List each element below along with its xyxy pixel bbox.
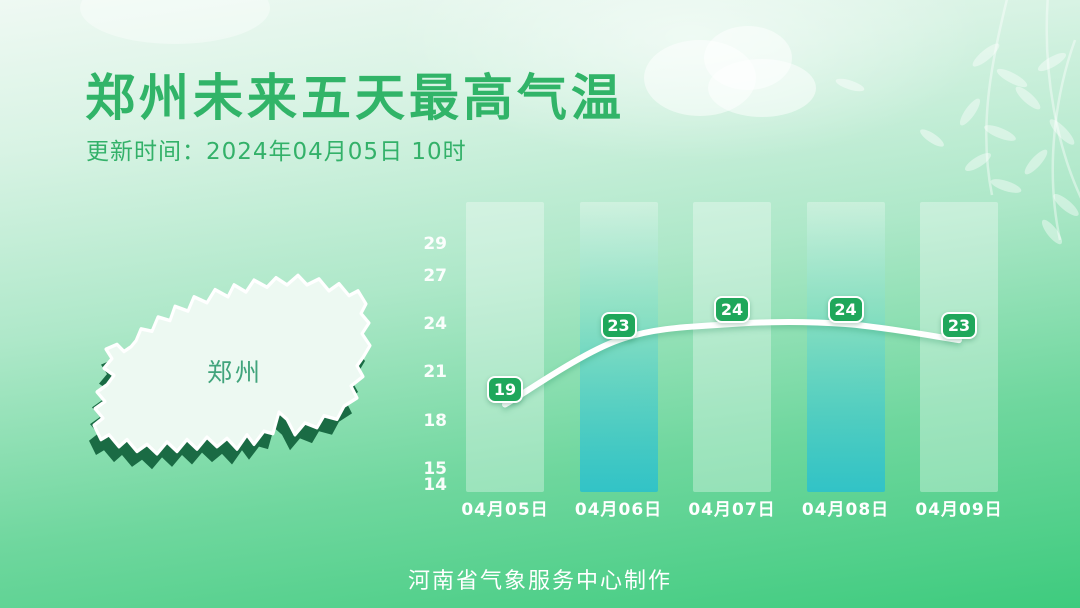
map-city-label: 郑州 — [206, 358, 263, 387]
y-axis-tick: 18 — [423, 410, 447, 431]
temp-bar — [579, 202, 658, 492]
temp-value-badge: 19 — [487, 376, 523, 403]
x-axis-label: 04月06日 — [574, 500, 663, 520]
temp-bar — [693, 202, 771, 492]
y-axis-tick: 24 — [423, 314, 447, 334]
page-title: 郑州未来五天最高气温 — [85, 69, 625, 127]
x-axis-label: 04月05日 — [461, 500, 549, 520]
temp-bar — [466, 202, 544, 492]
temp-bar — [920, 202, 998, 492]
temp-value-badge: 24 — [827, 295, 864, 323]
x-axis-label: 04月09日 — [915, 500, 1003, 520]
temp-value-badge: 23 — [600, 311, 637, 339]
y-axis-tick: 27 — [423, 265, 447, 286]
leaf-icon — [835, 78, 944, 147]
cloud-icon — [80, 0, 270, 44]
temp-bar — [806, 202, 885, 492]
temp-value-badge: 23 — [941, 311, 977, 339]
temperature-line — [502, 318, 962, 408]
y-axis-tick: 14 — [423, 475, 447, 495]
y-axis-tick: 15 — [423, 458, 447, 479]
cloud-icon — [644, 26, 816, 117]
y-axis-tick: 29 — [423, 233, 447, 254]
credit-text: 河南省气象服务中心制作 — [407, 569, 672, 594]
x-axis-label: 04月08日 — [801, 500, 890, 520]
update-time-text: 更新时间：2024年04月05日 10时 — [86, 139, 467, 165]
y-axis-tick: 21 — [423, 362, 447, 383]
temp-value-badge: 24 — [714, 295, 750, 323]
temperature-line-layer — [502, 318, 962, 408]
x-axis-label: 04月07日 — [688, 500, 776, 520]
temperature-chart: 29 27 24 21 18 15 14 04月05日 04月06日 04月07日 04月08日 0… — [420, 195, 1020, 535]
